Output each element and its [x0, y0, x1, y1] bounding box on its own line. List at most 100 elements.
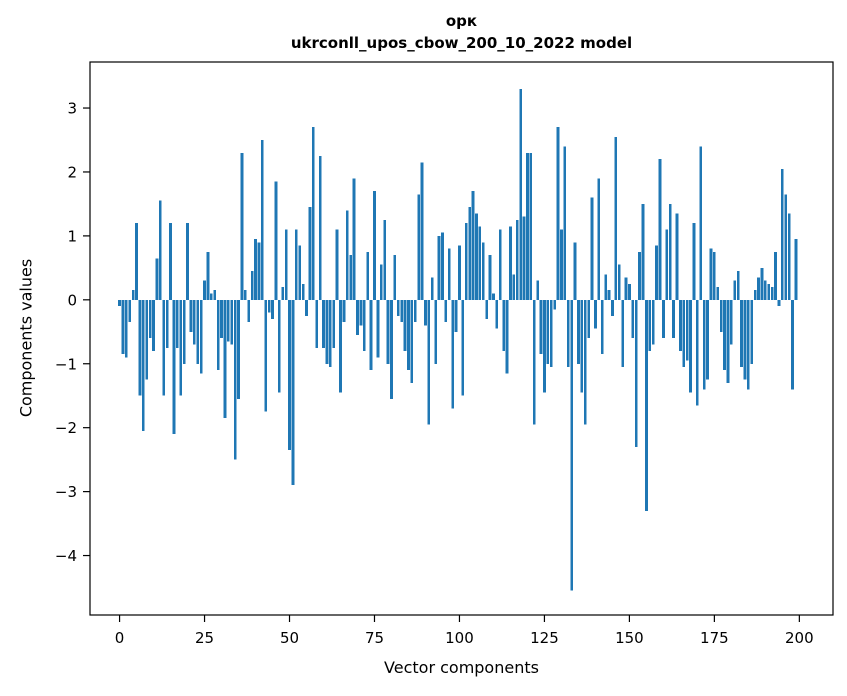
bar	[301, 283, 305, 300]
bar	[580, 299, 584, 393]
bar	[774, 251, 777, 300]
bar	[291, 299, 295, 486]
y-tick-label: 2	[67, 163, 77, 181]
bar	[447, 248, 451, 300]
bar	[668, 203, 672, 300]
bar	[570, 299, 573, 591]
bar	[352, 178, 356, 300]
bar	[142, 299, 145, 431]
bar	[179, 299, 183, 396]
x-tick-label: 50	[280, 629, 299, 647]
bar	[196, 299, 200, 364]
bar	[665, 229, 669, 300]
bar	[325, 299, 329, 364]
bar	[675, 213, 679, 300]
bar	[682, 299, 686, 367]
x-tick-label: 150	[615, 629, 644, 647]
bar	[471, 191, 475, 300]
bar	[175, 299, 179, 348]
bar	[563, 146, 567, 300]
bar	[376, 299, 380, 358]
bar	[634, 299, 638, 447]
bar	[553, 299, 556, 310]
y-tick-label: 0	[67, 291, 77, 309]
bar	[543, 299, 546, 393]
bar	[764, 280, 767, 300]
bar	[162, 299, 166, 396]
bar	[539, 299, 543, 355]
bar	[556, 127, 560, 300]
bar	[226, 299, 230, 342]
x-tick-label: 125	[530, 629, 559, 647]
x-tick-label: 75	[365, 629, 384, 647]
bar	[573, 242, 577, 300]
bar	[696, 299, 699, 406]
bar	[427, 299, 431, 425]
bar	[383, 219, 387, 300]
bar	[794, 239, 798, 300]
bar	[444, 299, 448, 323]
bar	[220, 299, 223, 339]
bar	[288, 299, 291, 451]
plot-spines	[89, 61, 834, 616]
bar	[604, 274, 607, 300]
chart-title: орк	[445, 12, 478, 30]
bar	[182, 299, 186, 364]
bar	[522, 216, 526, 300]
bar	[386, 299, 390, 364]
bar	[777, 299, 781, 307]
bar	[492, 293, 495, 300]
bar	[148, 299, 152, 339]
bar	[478, 226, 482, 300]
bar	[277, 299, 281, 393]
bar	[560, 229, 563, 300]
bar	[458, 245, 461, 300]
bar	[322, 299, 325, 348]
bar	[638, 251, 641, 300]
bar	[733, 280, 737, 300]
x-tick-label: 0	[115, 629, 125, 647]
bar	[747, 299, 750, 390]
bar	[454, 299, 458, 332]
bar	[505, 299, 509, 374]
bar	[577, 299, 580, 364]
bar	[709, 248, 713, 300]
bar	[233, 299, 237, 460]
bar	[186, 223, 189, 300]
bar	[750, 299, 754, 364]
chart-subtitle: ukrconll_upos_cbow_200_10_2022 model	[290, 34, 633, 52]
bar	[726, 299, 730, 383]
bar	[315, 299, 319, 348]
bar	[583, 299, 587, 425]
bar	[305, 299, 308, 316]
bar	[740, 299, 743, 367]
bar	[468, 207, 472, 300]
bar	[393, 255, 397, 300]
bar	[213, 290, 217, 300]
bar	[787, 213, 791, 300]
bar	[223, 299, 227, 419]
bar	[247, 299, 251, 323]
bar	[152, 299, 155, 351]
bar	[566, 299, 570, 367]
bar	[648, 299, 652, 351]
bar	[243, 290, 247, 300]
bar	[587, 299, 590, 339]
bar	[420, 162, 424, 300]
bar	[332, 299, 336, 348]
bar	[706, 299, 709, 380]
bar	[230, 299, 234, 345]
bar	[342, 299, 346, 323]
bar	[118, 299, 121, 307]
bar	[624, 277, 628, 300]
bar	[509, 226, 512, 300]
bar	[396, 299, 400, 316]
y-tick-label: 3	[67, 100, 77, 118]
bar	[145, 299, 149, 380]
bar	[407, 299, 410, 371]
bar	[356, 299, 359, 335]
bar	[590, 197, 594, 300]
bar	[529, 152, 533, 300]
